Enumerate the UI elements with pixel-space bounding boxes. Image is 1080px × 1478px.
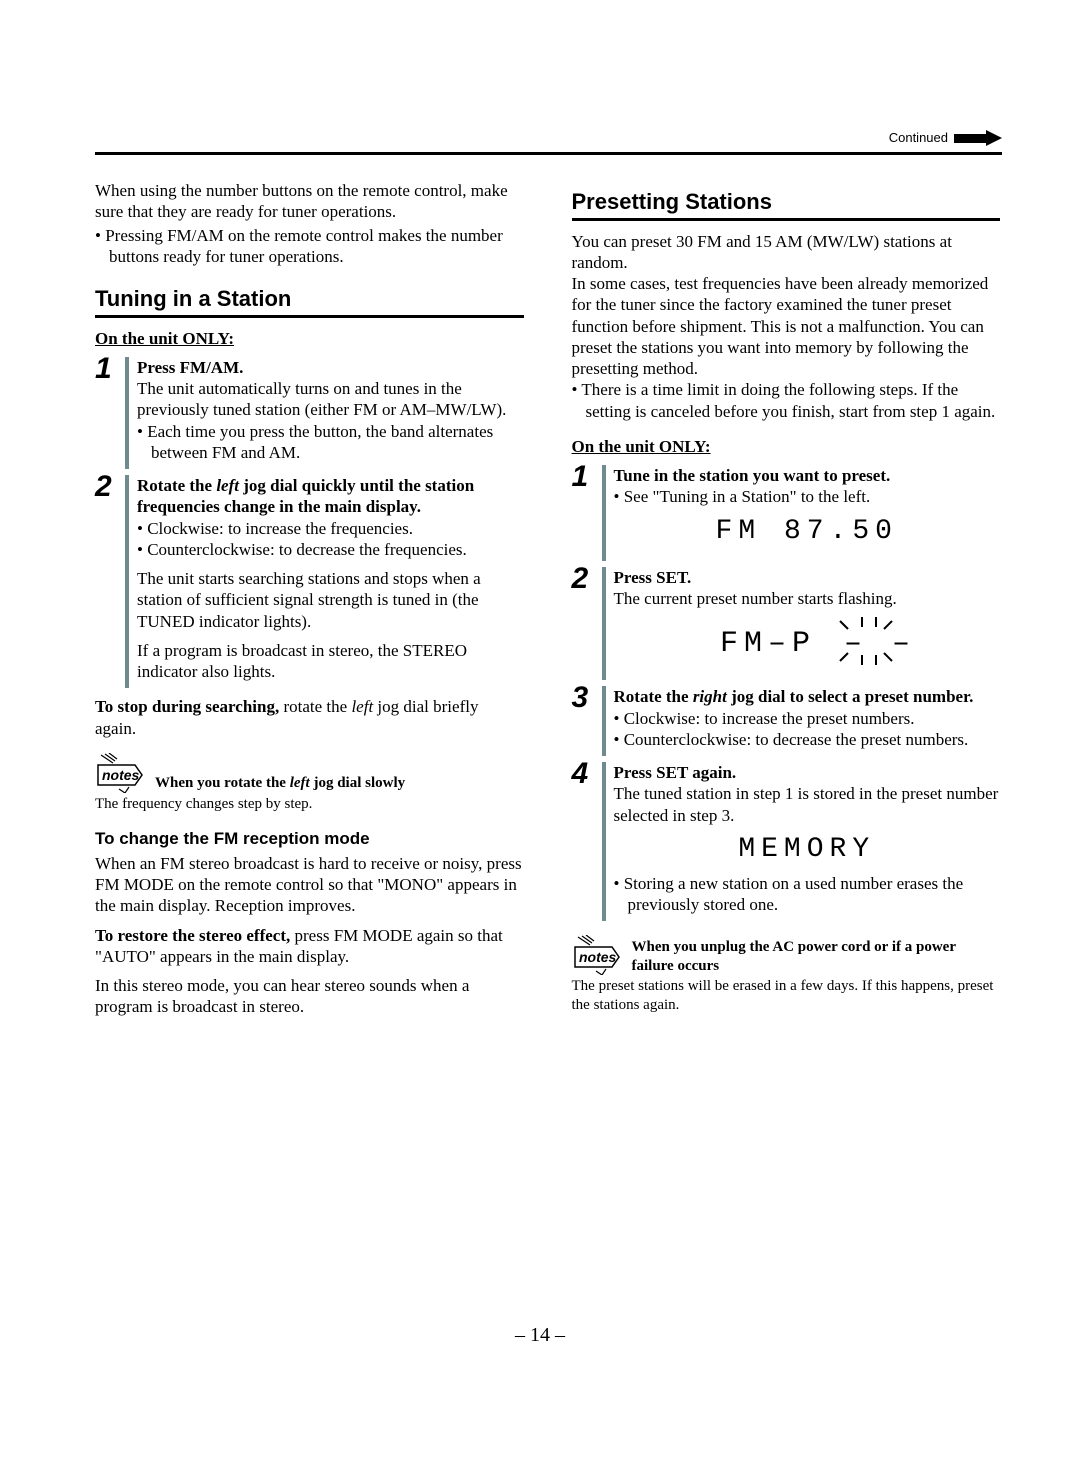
note-power-fail: notes When you unplug the AC power cord …	[572, 935, 1001, 975]
step-number: 1	[95, 357, 117, 469]
step-1: 1 Press FM/AM. The unit automatically tu…	[95, 357, 524, 469]
left-column: When using the number buttons on the rem…	[95, 110, 524, 1018]
r-step-1: 1 Tune in the station you want to preset…	[572, 465, 1001, 561]
r-step-2: 2 Press SET. The current preset number s…	[572, 567, 1001, 681]
section-tuning-title: Tuning in a Station	[95, 285, 524, 313]
step1-text: The unit automatically turns on and tune…	[137, 378, 524, 421]
step2-bullet-ccw: Counterclockwise: to decrease the freque…	[137, 539, 524, 560]
note-title: When you rotate the left jog dial slowly	[155, 774, 405, 793]
section-rule	[95, 315, 524, 318]
r1-bullet: See "Tuning in a Station" to the left.	[614, 486, 1001, 507]
r2-p1: The current preset number starts flashin…	[614, 588, 1001, 609]
stop-search: To stop during searching, rotate the lef…	[95, 696, 524, 739]
note-slow-jog: notes When you rotate the left jog dial …	[95, 753, 524, 793]
fm-mode-p1: When an FM stereo broadcast is hard to r…	[95, 853, 524, 917]
intro-text: When using the number buttons on the rem…	[95, 180, 524, 223]
on-unit-only: On the unit ONLY:	[95, 328, 524, 349]
intro-block: When using the number buttons on the rem…	[95, 180, 524, 267]
page-body: When using the number buttons on the rem…	[0, 0, 1080, 1018]
page-number: – 14 –	[0, 1323, 1080, 1348]
preset-p2: In some cases, test frequencies have bee…	[572, 273, 1001, 379]
note-body: The frequency changes step by step.	[95, 795, 524, 814]
svg-text:FM–P: FM–P	[720, 627, 816, 661]
intro-bullet: Pressing FM/AM on the remote control mak…	[95, 225, 524, 268]
fm-mode-heading: To change the FM reception mode	[95, 828, 524, 849]
r4-lead: Press SET again.	[614, 763, 737, 782]
step1-bullet: Each time you press the button, the band…	[137, 421, 524, 464]
step-number: 1	[572, 465, 594, 561]
section-rule	[572, 218, 1001, 221]
r1-lead: Tune in the station you want to preset.	[614, 466, 891, 485]
display-fm-freq: FM 87.50	[614, 514, 1001, 549]
step2-bullet-cw: Clockwise: to increase the frequencies.	[137, 518, 524, 539]
r-step-4: 4 Press SET again. The tuned station in …	[572, 762, 1001, 921]
fm-mode-p3: In this stereo mode, you can hear stereo…	[95, 975, 524, 1018]
note2-title: When you unplug the AC power cord or if …	[632, 938, 1001, 976]
right-column: Presetting Stations You can preset 30 FM…	[572, 110, 1001, 1018]
note2-body: The preset stations will be erased in a …	[572, 977, 1001, 1015]
r4-p1: The tuned station in step 1 is stored in…	[614, 783, 1001, 826]
step-number: 2	[572, 567, 594, 681]
step2-para1: The unit starts searching stations and s…	[137, 568, 524, 632]
fm-mode-p2: To restore the stereo effect, press FM M…	[95, 925, 524, 968]
step-number: 2	[95, 475, 117, 688]
section-presetting-title: Presetting Stations	[572, 188, 1001, 216]
step2-lead: Rotate the left jog dial quickly until t…	[137, 475, 524, 518]
r-step-3: 3 Rotate the right jog dial to select a …	[572, 686, 1001, 756]
r2-lead: Press SET.	[614, 568, 692, 587]
display-memory: MEMORY	[614, 832, 1001, 867]
notes-icon: notes	[95, 753, 147, 793]
r3-lead: Rotate the right jog dial to select a pr…	[614, 686, 1001, 707]
svg-text:– –: – –	[844, 627, 916, 661]
preset-bullet: There is a time limit in doing the follo…	[572, 379, 1001, 422]
r3-b1: Clockwise: to increase the preset number…	[614, 708, 1001, 729]
display-fm-p-flash: FM–P – –	[614, 613, 1001, 670]
r4-b1: Storing a new station on a used number e…	[614, 873, 1001, 916]
svg-text:notes: notes	[102, 767, 140, 783]
step-number: 3	[572, 686, 594, 756]
step1-lead: Press FM/AM.	[137, 358, 243, 377]
step-2: 2 Rotate the left jog dial quickly until…	[95, 475, 524, 688]
notes-icon: notes	[572, 935, 624, 975]
preset-p1: You can preset 30 FM and 15 AM (MW/LW) s…	[572, 231, 1001, 274]
r3-b2: Counterclockwise: to decrease the preset…	[614, 729, 1001, 750]
step-number: 4	[572, 762, 594, 921]
step2-para2: If a program is broadcast in stereo, the…	[137, 640, 524, 683]
on-unit-only-r: On the unit ONLY:	[572, 436, 1001, 457]
svg-text:notes: notes	[579, 949, 617, 965]
